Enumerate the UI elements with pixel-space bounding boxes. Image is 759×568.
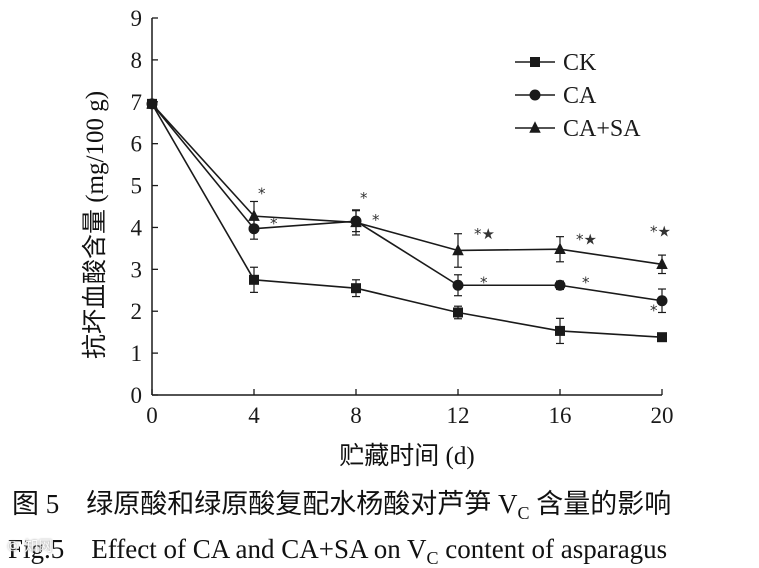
data-point (656, 257, 668, 270)
legend-item-ca-sa: CA+SA (515, 116, 641, 142)
significance-mark: * (582, 273, 590, 291)
y-tick-label: 8 (131, 48, 143, 73)
legend-marker (529, 89, 541, 101)
data-point (554, 279, 566, 291)
legend-marker (530, 57, 540, 67)
y-tick-label: 0 (131, 383, 143, 408)
caption-chinese: 图 5 绿原酸和绿原酸复配水杨酸对芦笋 VC 含量的影响 (0, 482, 759, 523)
significance-mark: * (258, 185, 266, 203)
x-tick-label: 20 (651, 403, 674, 428)
series-line (151, 103, 663, 302)
data-point (249, 274, 259, 285)
significance-mark: * (372, 211, 380, 229)
data-point (248, 209, 260, 221)
series-line (151, 103, 663, 266)
data-point (554, 242, 566, 254)
caption-zh-prefix: 图 5 绿原酸和绿原酸复配水杨酸对芦笋 V (12, 489, 518, 519)
y-axis-label: 抗坏血酸含量 (mg/100 g) (81, 91, 109, 359)
x-tick-label: 8 (350, 403, 362, 428)
significance-mark: *★ (576, 230, 597, 248)
series-line (151, 103, 663, 338)
y-tick-label: 5 (131, 174, 143, 199)
data-point (452, 279, 464, 291)
data-point (453, 307, 463, 318)
data-point (351, 283, 361, 294)
x-tick-label: 12 (447, 403, 470, 428)
y-tick-label: 2 (131, 299, 143, 324)
significance-mark: * (650, 301, 658, 319)
y-tick-label: 9 (131, 6, 143, 31)
watermark: © 知网 (6, 539, 53, 555)
x-tick-label: 4 (248, 403, 260, 428)
data-point (555, 325, 565, 336)
annotations: *****★**★**★* (258, 185, 671, 320)
series-ca-sa (146, 97, 668, 275)
y-tick-label: 4 (131, 215, 143, 240)
data-point (656, 295, 668, 307)
legend: CK CA CA+SA (515, 50, 641, 142)
significance-mark: * (360, 189, 368, 207)
axes (151, 18, 662, 396)
significance-mark: * (270, 215, 278, 233)
caption-en-prefix: Fig.5 Effect of CA and CA+SA on V (8, 534, 427, 564)
significance-mark: * (480, 273, 488, 291)
data-point (657, 332, 667, 343)
caption-en-suffix: content of asparagus (438, 534, 668, 564)
caption-english: Fig.5 Effect of CA and CA+SA on VC conte… (0, 527, 759, 568)
caption-en-subscript: C (426, 548, 439, 568)
legend-label: CA (563, 83, 597, 109)
y-tick-label: 7 (131, 90, 143, 115)
legend-label: CA+SA (563, 116, 641, 142)
legend-item-ck: CK (515, 50, 597, 76)
series-group (146, 97, 668, 345)
significance-mark: *★ (650, 222, 671, 240)
data-point (146, 97, 158, 109)
data-point (350, 215, 362, 228)
x-tick-label: 0 (146, 403, 158, 428)
legend-label: CK (563, 50, 597, 76)
legend-item-ca: CA (515, 83, 597, 109)
x-axis-label: 贮藏时间 (d) (339, 442, 474, 470)
y-tick-label: 3 (131, 257, 143, 282)
legend-marker (529, 121, 541, 133)
caption-zh-subscript: C (517, 503, 530, 523)
x-tick-label: 16 (549, 403, 572, 428)
caption-zh-suffix: 含量的影响 (529, 489, 672, 519)
y-tick-label: 6 (131, 132, 143, 157)
y-tick-label: 1 (131, 341, 143, 366)
significance-mark: *★ (474, 225, 495, 243)
data-point (452, 243, 464, 256)
